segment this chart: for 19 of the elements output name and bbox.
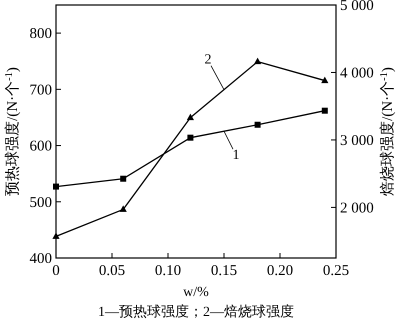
y2-tick-label: 5 000 <box>340 0 374 14</box>
x-tick-label: 0.10 <box>154 263 182 279</box>
y2-tick-label: 3 000 <box>340 132 374 149</box>
x-tick-label: 0.15 <box>210 263 238 279</box>
y-tick-label: 600 <box>30 138 52 155</box>
y-tick-label: 400 <box>30 251 52 267</box>
x-tick-label: 0.20 <box>266 263 294 279</box>
x-tick-label: 0 <box>52 263 60 279</box>
y2-tick-label: 4 000 <box>340 65 374 82</box>
x-tick-label: 0.25 <box>322 263 350 279</box>
legend-label: 1 <box>232 148 240 164</box>
y-tick-label: 800 <box>30 26 52 42</box>
y-tick-label: 500 <box>30 194 52 211</box>
x-tick-label: 0.05 <box>98 263 126 279</box>
x-axis-title: w/% <box>183 285 210 300</box>
y-tick-label: 700 <box>30 82 52 98</box>
y2-tick-label: 2 000 <box>340 200 374 216</box>
series-label: 2 <box>204 52 212 68</box>
text: 1—预热球强度；2—焙烧球强度 <box>98 304 294 320</box>
